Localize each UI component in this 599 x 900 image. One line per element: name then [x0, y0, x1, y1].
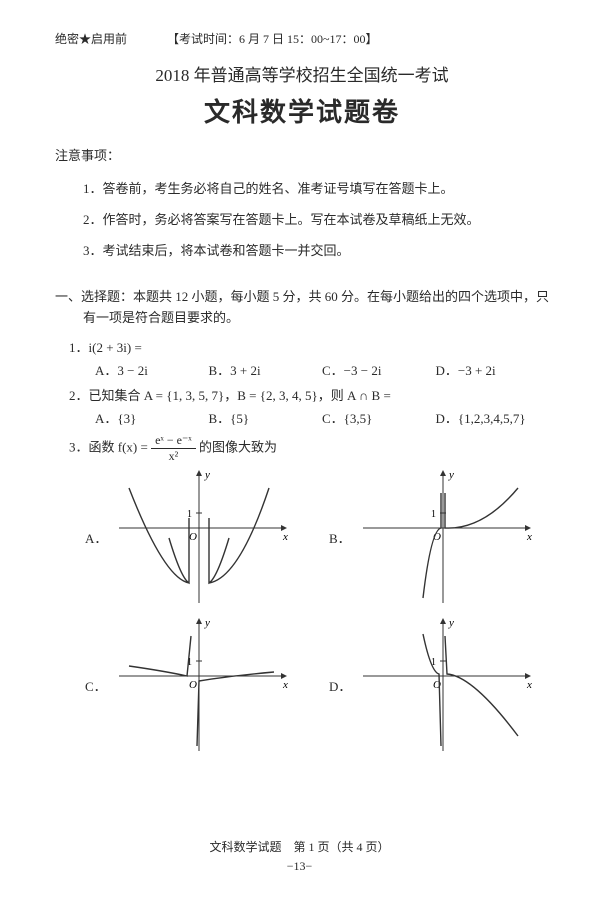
q3-frac-den: x²	[151, 449, 196, 464]
graph-d: xyO1	[353, 616, 533, 756]
q3-fraction: eˣ − e⁻ˣ x²	[151, 433, 196, 464]
svg-text:x: x	[282, 531, 288, 543]
q3-suffix: 的图像大致为	[199, 439, 277, 454]
question-1-options: A．3 − 2i B．3 + 2i C．−3 − 2i D．−3 + 2i	[95, 360, 549, 379]
svg-text:y: y	[448, 617, 454, 629]
graph-a: xyO1	[109, 468, 289, 608]
question-2-options: A．{3} B．{5} C．{3,5} D．{1,2,3,4,5,7}	[95, 408, 549, 427]
option-b-label: B．	[329, 528, 347, 547]
note-item: 2．作答时，务必将答案写在答题卡上。写在本试卷及草稿纸上无效。	[83, 209, 549, 228]
section-heading-line1: 一、选择题：本题共 12 小题，每小题 5 分，共 60 分。在每小题给出的四个…	[55, 289, 549, 304]
notes-heading: 注意事项：	[55, 145, 549, 164]
title-main: 文科数学试题卷	[55, 92, 549, 129]
secret-label: 绝密★启用前	[55, 30, 127, 47]
note-item: 3．考试结束后，将本试卷和答题卡一并交回。	[83, 240, 549, 259]
option-c: C．−3 − 2i	[322, 360, 436, 379]
svg-text:x: x	[282, 679, 288, 691]
q3-prefix: 3．函数 f(x) =	[69, 439, 151, 454]
option-c: C．{3,5}	[322, 408, 436, 427]
option-d: D．−3 + 2i	[436, 360, 550, 379]
footer-line1: 文科数学试题 第 1 页（共 4 页）	[0, 838, 599, 857]
section-1-heading: 一、选择题：本题共 12 小题，每小题 5 分，共 60 分。在每小题给出的四个…	[55, 287, 549, 329]
svg-text:y: y	[204, 469, 210, 481]
exam-time: 【考试时间：6 月 7 日 15：00~17：00】	[167, 30, 378, 47]
svg-text:y: y	[448, 469, 454, 481]
svg-text:x: x	[526, 531, 532, 543]
option-d-label: D．	[329, 676, 347, 695]
option-b: B．3 + 2i	[209, 360, 323, 379]
graph-c: xyO1	[109, 616, 289, 756]
option-d: D．{1,2,3,4,5,7}	[436, 408, 550, 427]
note-item: 1．答卷前，考生务必将自己的姓名、准考证号填写在答题卡上。	[83, 178, 549, 197]
svg-text:1: 1	[431, 509, 436, 520]
svg-text:O: O	[189, 531, 197, 543]
question-3-stem: 3．函数 f(x) = eˣ − e⁻ˣ x² 的图像大致为	[69, 433, 549, 464]
option-b: B．{5}	[209, 408, 323, 427]
option-c-label: C．	[85, 676, 103, 695]
question-2-stem: 2．已知集合 A = {1, 3, 5, 7}，B = {2, 3, 4, 5}…	[69, 385, 549, 404]
page-footer: 文科数学试题 第 1 页（共 4 页） −13−	[0, 838, 599, 876]
svg-text:y: y	[204, 617, 210, 629]
q3-frac-num: eˣ − e⁻ˣ	[151, 433, 196, 449]
svg-text:O: O	[189, 679, 197, 691]
svg-text:x: x	[526, 679, 532, 691]
question-1-stem: 1．i(2 + 3i) =	[69, 337, 549, 356]
option-a: A．{3}	[95, 408, 209, 427]
graph-b: xyO1	[353, 468, 533, 608]
option-a-label: A．	[85, 528, 103, 547]
title-subline: 2018 年普通高等学校招生全国统一考试	[55, 61, 549, 86]
footer-line2: −13−	[0, 857, 599, 876]
option-a: A．3 − 2i	[95, 360, 209, 379]
section-heading-line2: 有一项是符合题目要求的。	[83, 308, 549, 329]
